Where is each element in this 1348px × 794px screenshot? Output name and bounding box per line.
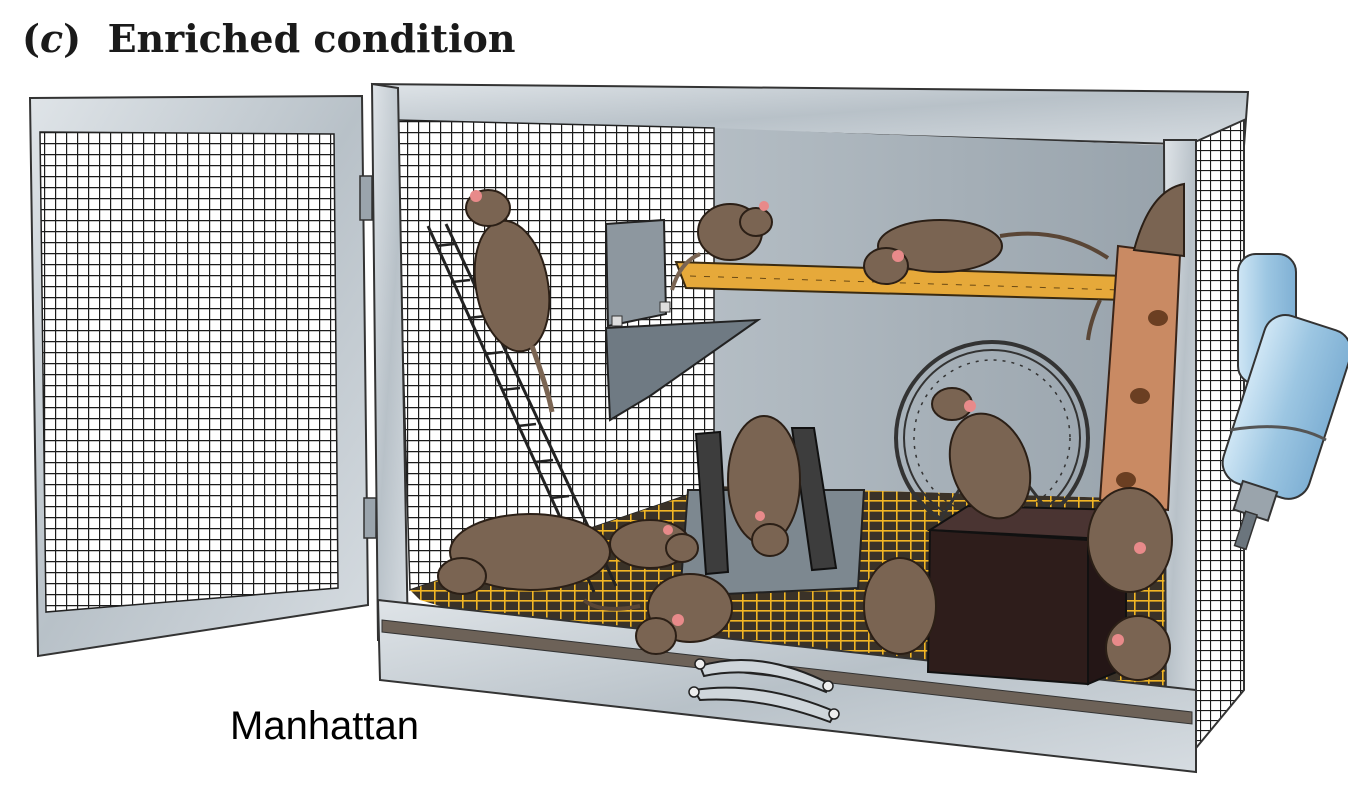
caption-label: Manhattan xyxy=(230,704,420,748)
drawer-handle-icon xyxy=(688,658,840,724)
rat-icon xyxy=(727,415,801,557)
figure-label-letter: c xyxy=(39,16,64,61)
wooden-post-icon xyxy=(1098,244,1182,512)
hinge-icon xyxy=(363,497,377,539)
rat-icon xyxy=(931,387,1032,520)
feeder-icon xyxy=(604,218,762,422)
rat-icon xyxy=(863,487,1173,681)
figure-title: (c) Enriched condition xyxy=(22,16,515,61)
water-bottle-icon xyxy=(1221,253,1348,551)
rat-icon xyxy=(670,201,773,291)
rat-icon xyxy=(582,573,733,655)
rat-icon xyxy=(437,513,699,595)
rat-icon xyxy=(465,189,555,413)
figure-label-open: ( xyxy=(22,16,40,61)
figure-label-close: ) xyxy=(63,16,82,61)
rat-icon xyxy=(863,219,1110,285)
cage-door-icon xyxy=(28,94,377,658)
hinge-icon xyxy=(359,175,373,221)
rat-icon xyxy=(1086,182,1185,341)
figure-title-text: Enriched condition xyxy=(107,16,516,61)
